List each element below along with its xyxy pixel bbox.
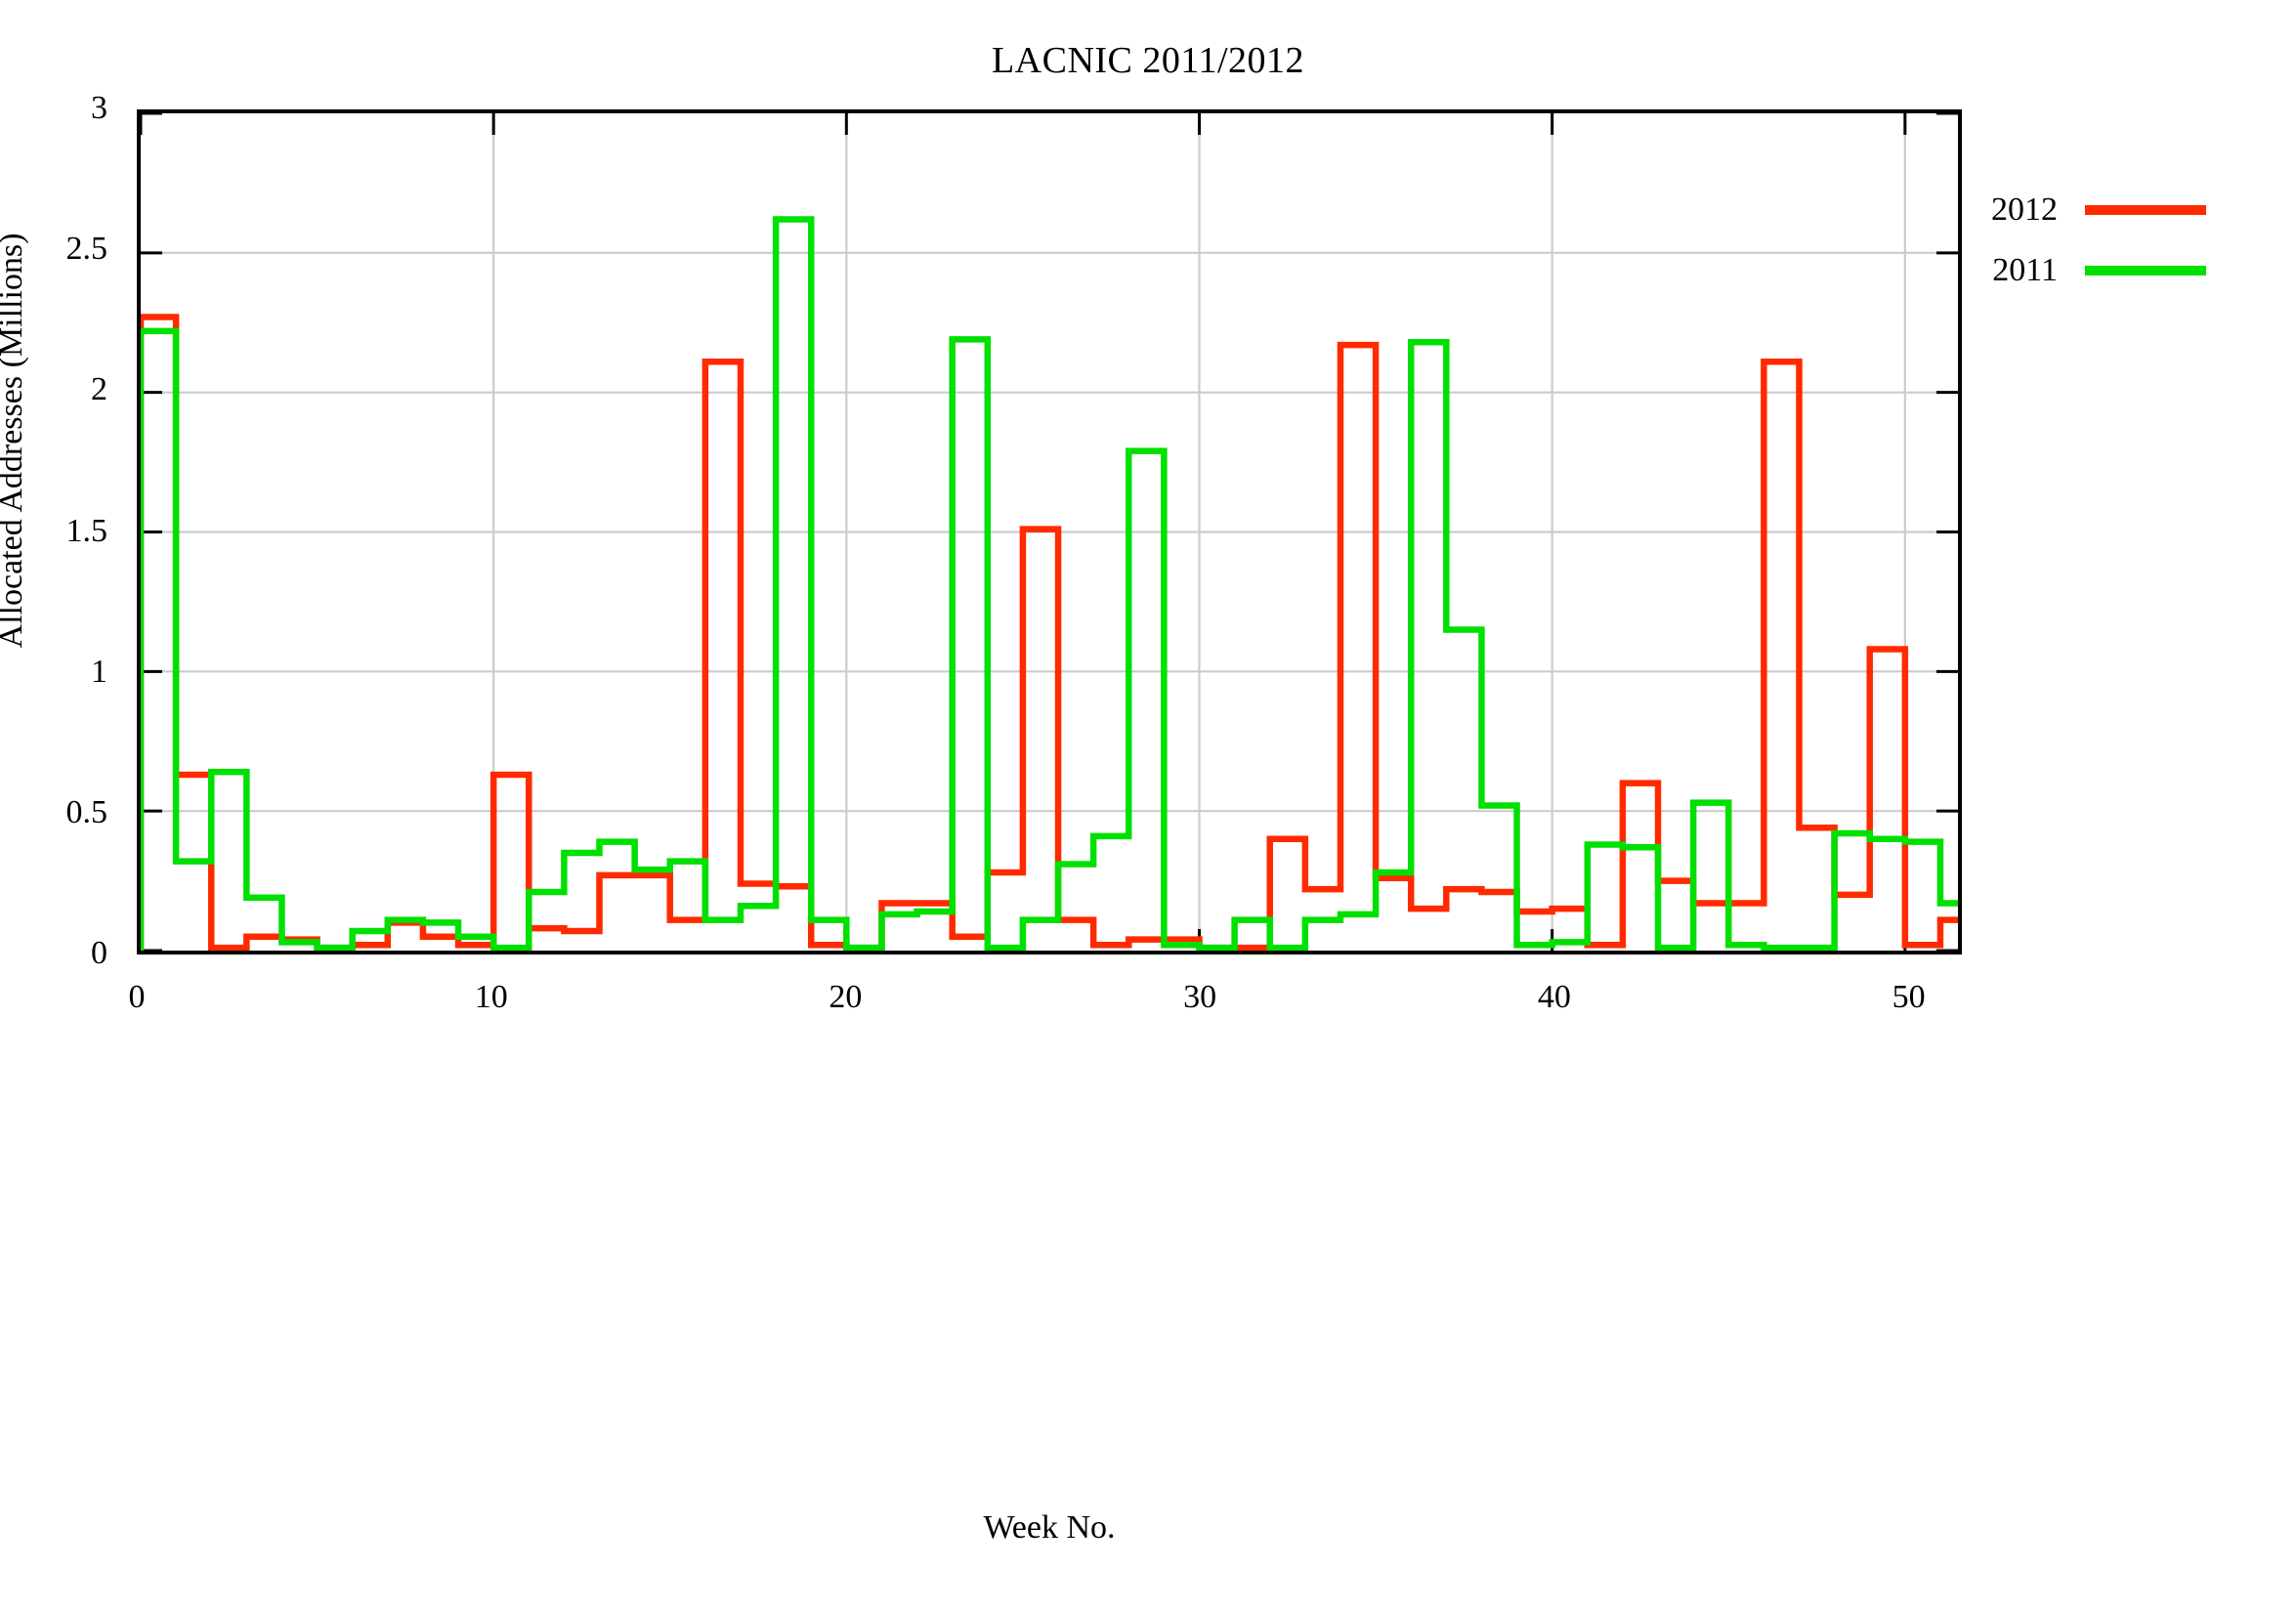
y-tick-label: 2 bbox=[91, 371, 107, 408]
series-line-2012 bbox=[141, 318, 1958, 951]
legend-item-2012[interactable]: 2012 bbox=[1991, 191, 2206, 229]
y-tick-label: 1.5 bbox=[65, 512, 108, 549]
series-line-2011 bbox=[141, 220, 1958, 951]
x-tick-label: 30 bbox=[1183, 979, 1217, 1015]
legend-label: 2012 bbox=[1991, 191, 2058, 228]
x-tick-label: 20 bbox=[829, 979, 863, 1015]
legend-color-swatch bbox=[2085, 205, 2206, 215]
x-tick-label: 10 bbox=[474, 979, 508, 1015]
x-tick-label: 50 bbox=[1892, 979, 1926, 1015]
y-tick-label: 0.5 bbox=[65, 793, 108, 830]
y-tick-label: 1 bbox=[91, 653, 107, 690]
legend-label: 2011 bbox=[1992, 252, 2058, 288]
y-tick-label: 2.5 bbox=[65, 231, 108, 268]
x-tick-label: 0 bbox=[128, 979, 146, 1015]
x-tick-label: 40 bbox=[1537, 979, 1571, 1015]
legend-item-2011[interactable]: 2011 bbox=[1992, 252, 2206, 289]
plot-area bbox=[137, 109, 1962, 954]
y-tick-label: 3 bbox=[91, 90, 107, 126]
y-tick-label: 0 bbox=[91, 935, 107, 971]
legend-color-swatch bbox=[2085, 266, 2206, 276]
data-series-layer bbox=[141, 113, 1958, 951]
x-axis-label: Week No. bbox=[983, 1509, 1116, 1546]
chart-legend: 2012 2011 bbox=[1991, 191, 2206, 289]
chart-title: LACNIC 2011/2012 bbox=[991, 40, 1305, 81]
